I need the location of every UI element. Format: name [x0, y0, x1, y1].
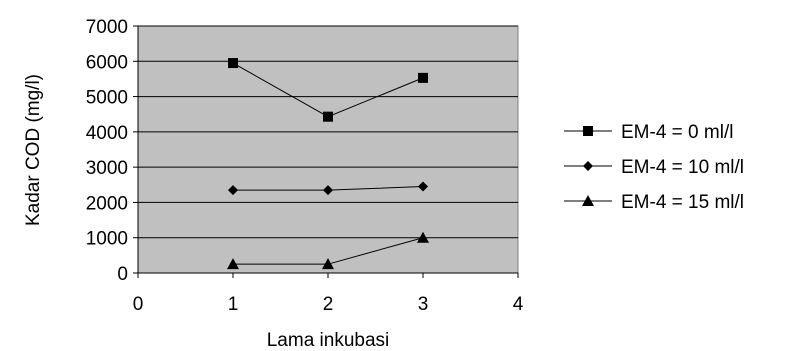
legend-item: EM-4 = 15 ml/l [564, 192, 744, 213]
y-tick-labels: 0 1000 2000 3000 4000 5000 6000 7000 [86, 17, 128, 285]
y-tick-label: 2000 [86, 193, 128, 214]
data-point [322, 258, 334, 270]
legend-marker [582, 195, 594, 206]
legend-item: EM-4 = 10 ml/l [564, 157, 744, 178]
x-tick-labels: 0 1 2 3 4 [133, 294, 524, 315]
data-point [418, 181, 428, 192]
data-point [228, 58, 238, 69]
y-axis-title: Kadar COD (mg/l) [23, 74, 44, 226]
y-tick-label: 6000 [86, 52, 128, 73]
data-point [228, 185, 238, 196]
data-point [323, 185, 333, 196]
gridlines [138, 25, 518, 274]
x-tick-label: 3 [418, 294, 429, 315]
data-point [323, 111, 333, 122]
y-tick-label: 7000 [86, 17, 128, 38]
axes [133, 25, 519, 278]
plot-area [137, 25, 519, 274]
y-tick-label: 5000 [86, 88, 128, 109]
legend-item: EM-4 = 0 ml/l [564, 122, 733, 143]
series-1 [228, 58, 428, 122]
series-3 [227, 231, 429, 270]
data-point [418, 72, 428, 83]
x-tick-label: 1 [228, 294, 239, 315]
legend-marker [583, 126, 593, 136]
legend-label: EM-4 = 10 ml/l [621, 157, 744, 178]
x-axis-title: Lama inkubasi [267, 330, 390, 351]
legend-marker [583, 161, 593, 171]
legend: EM-4 = 0 ml/l EM-4 = 10 ml/l EM-4 = 15 ml/… [564, 122, 744, 213]
y-tick-label: 4000 [86, 123, 128, 144]
y-tick-label: 0 [117, 264, 128, 285]
series-group [227, 58, 429, 270]
y-tick-label: 3000 [86, 158, 128, 179]
legend-label: EM-4 = 15 ml/l [621, 192, 744, 213]
x-tick-label: 4 [513, 294, 524, 315]
y-tick-label: 1000 [86, 229, 128, 250]
data-point [417, 231, 429, 243]
legend-label: EM-4 = 0 ml/l [621, 122, 733, 143]
data-point [227, 258, 239, 270]
x-tick-label: 0 [133, 294, 144, 315]
x-tick-label: 2 [323, 294, 334, 315]
series-2 [228, 181, 428, 196]
